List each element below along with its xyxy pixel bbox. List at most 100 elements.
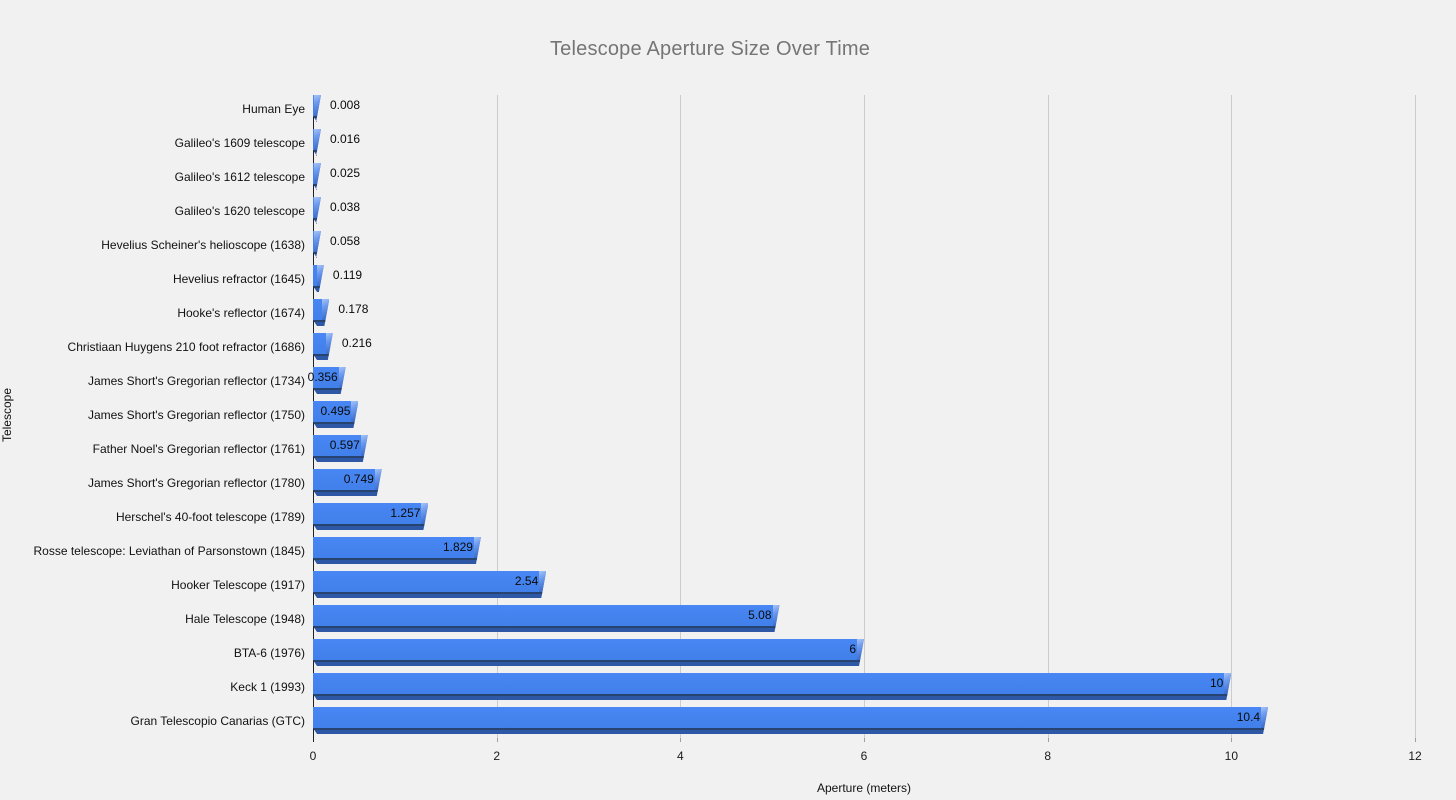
category-label: Rosse telescope: Leviathan of Parsonstow…	[33, 544, 306, 558]
bar-row: 2.54	[313, 568, 1415, 602]
x-tick-label-8: 8	[1044, 749, 1051, 763]
x-tick-label-12: 12	[1408, 749, 1422, 763]
bar-value-label: 1.257	[390, 506, 421, 520]
bar-row: 1.829	[313, 534, 1415, 568]
category-label: Hevelius Scheiner's helioscope (1638)	[101, 238, 305, 252]
bar[interactable]	[313, 537, 481, 564]
bar[interactable]	[313, 197, 321, 224]
bar[interactable]	[313, 707, 1268, 734]
bar-row: 5.08	[313, 602, 1415, 636]
bar-value-label: 0.495	[320, 404, 351, 418]
bar[interactable]	[313, 163, 321, 190]
bar[interactable]	[313, 469, 382, 496]
category-label: Hale Telescope (1948)	[185, 612, 305, 626]
bar-row: 0.038	[313, 194, 1415, 228]
category-axis: Human Eye Galileo's 1609 telescope Galileo…	[0, 92, 306, 738]
bar-value-label: 0.119	[332, 268, 363, 282]
category-label: Keck 1 (1993)	[230, 680, 305, 694]
tick-mark-x-10	[1231, 738, 1233, 742]
bar[interactable]	[313, 435, 368, 462]
bar[interactable]	[313, 95, 321, 122]
bar-row: 0.119	[313, 262, 1415, 296]
bar[interactable]	[313, 571, 546, 598]
bar-row: 10.4	[313, 704, 1415, 738]
category-label: Gran Telescopio Canarias (GTC)	[130, 714, 305, 728]
bar-row: 0.495	[313, 398, 1415, 432]
tick-mark-x-6	[864, 738, 865, 742]
bar[interactable]	[313, 367, 346, 394]
bar-row: 0.058	[313, 228, 1415, 262]
bar-value-label: 0.008	[330, 98, 361, 112]
bar-value-label: 10	[1209, 676, 1224, 690]
tick-mark-x-2	[496, 738, 498, 742]
bar-value-label: 0.178	[338, 302, 369, 316]
bar-value-label: 5.08	[748, 608, 772, 622]
category-label: Father Noel's Gregorian reflector (1761)	[92, 442, 305, 456]
chart-title: Telescope Aperture Size Over Time	[549, 38, 871, 60]
bar-value-label: 1.829	[442, 540, 473, 554]
category-label: Hooker Telescope (1917)	[171, 578, 305, 592]
category-label: Hevelius refractor (1645)	[172, 272, 305, 286]
gridline-x-8	[1047, 95, 1049, 738]
bar-value-label: 0.749	[343, 472, 374, 486]
category-label: BTA-6 (1976)	[233, 646, 305, 660]
bar-value-label: 2.54	[514, 574, 539, 588]
bar-row: 0.025	[313, 160, 1415, 194]
gridline-x-2	[496, 95, 498, 738]
category-label: Galileo's 1612 telescope	[174, 170, 305, 184]
bar[interactable]	[313, 265, 324, 292]
bar-value-label: 0.597	[329, 438, 360, 452]
x-tick-label-0: 0	[309, 749, 317, 763]
bar-value-label: 0.356	[307, 370, 338, 384]
bar[interactable]	[313, 333, 333, 360]
bar-row: 0.356	[308, 364, 1415, 398]
category-label: Hooke's reflector (1674)	[177, 306, 305, 320]
category-label: James Short's Gregorian reflector (1780)	[87, 476, 305, 490]
bar[interactable]	[313, 129, 321, 156]
tick-mark-x-12	[1415, 738, 1416, 742]
bar-row: 0.216	[313, 330, 1415, 364]
x-axis-ticks: 0 2 4 6 8 10 12	[309, 749, 1422, 765]
category-label: Herschel's 40-foot telescope (1789)	[115, 510, 305, 524]
tick-mark-x-4	[680, 738, 682, 742]
bar[interactable]	[313, 673, 1231, 700]
bar-row: 0.749	[313, 466, 1415, 500]
bar-value-label: 0.038	[330, 200, 361, 214]
plot-area: 0.008 0.016 0.025 0.038 0.058 0.119 0.178 0.216…	[308, 92, 1416, 742]
bar-row: 0.008	[313, 92, 1415, 126]
tick-mark-x-8	[1047, 738, 1049, 742]
bar-value-label: 0.025	[330, 166, 361, 180]
bar-row: 0.016	[313, 126, 1415, 160]
gridline-x-4	[680, 95, 682, 738]
bar-row: 1.257	[313, 500, 1415, 534]
category-label: Human Eye	[242, 102, 305, 116]
gridline-x-10	[1231, 95, 1233, 738]
x-tick-label-6: 6	[860, 749, 868, 763]
bar[interactable]	[313, 401, 358, 428]
bar-value-label: 10.4	[1236, 710, 1261, 724]
x-tick-label-10: 10	[1224, 749, 1239, 763]
bar[interactable]	[313, 639, 864, 666]
bar-value-label: 0.216	[341, 336, 372, 350]
bar[interactable]	[313, 231, 321, 258]
bar-row: 10	[313, 670, 1415, 704]
bar-row: 6	[313, 636, 1415, 670]
bar-row: 0.597	[313, 432, 1415, 466]
x-tick-label-2: 2	[493, 749, 500, 763]
bar[interactable]	[313, 299, 329, 326]
category-label: James Short's Gregorian reflector (1750)	[87, 408, 305, 422]
bar[interactable]	[313, 605, 780, 632]
x-tick-label-4: 4	[676, 749, 684, 763]
gridline-x-12	[1415, 95, 1416, 738]
bar[interactable]	[313, 503, 428, 530]
bar-value-label: 0.016	[330, 132, 361, 146]
category-label: James Short's Gregorian reflector (1734)	[87, 374, 305, 388]
x-axis-title: Aperture (meters)	[816, 781, 912, 795]
gridline-x-6	[864, 95, 865, 738]
category-label: Galileo's 1609 telescope	[174, 136, 305, 150]
bar-value-label: 0.058	[330, 234, 361, 248]
category-label: Galileo's 1620 telescope	[174, 204, 305, 218]
bar-row: 0.178	[313, 296, 1415, 330]
bar-value-label: 6	[849, 642, 856, 656]
